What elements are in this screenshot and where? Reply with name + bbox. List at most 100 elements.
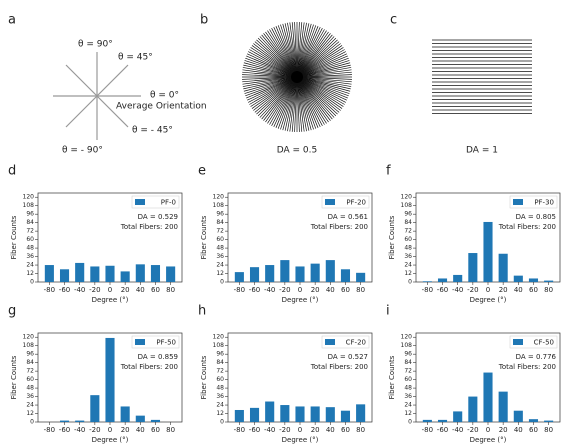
x-tick-label: -40: [452, 426, 463, 434]
bar: [325, 260, 335, 282]
y-tick-label: 72: [216, 368, 224, 375]
y-tick-label: 24: [26, 262, 34, 269]
y-tick-label: 36: [216, 393, 224, 400]
x-tick-label: -80: [234, 286, 245, 294]
bar: [234, 272, 244, 282]
y-tick-label: 24: [404, 402, 412, 409]
y-tick-label: 0: [408, 419, 412, 426]
bar: [265, 401, 275, 422]
x-tick-label: -40: [264, 426, 275, 434]
bar: [150, 419, 161, 422]
panel-label: b: [200, 13, 208, 28]
panel-label: f: [386, 164, 391, 179]
bar: [234, 409, 244, 422]
x-tick-label: -40: [264, 286, 275, 294]
x-tick-label: 60: [151, 426, 160, 434]
x-tick-label: -80: [422, 286, 433, 294]
bar: [59, 269, 70, 282]
x-axis-label: Degree (°): [282, 296, 319, 304]
x-tick-label: 80: [166, 426, 175, 434]
legend-swatch: [325, 339, 335, 345]
bar: [135, 264, 145, 282]
bar: [544, 420, 554, 422]
annotation: DA = 0.529: [138, 213, 178, 221]
y-tick-label: 36: [26, 253, 34, 260]
bar: [166, 266, 176, 282]
x-tick-label: -40: [74, 286, 85, 294]
y-tick-label: 36: [26, 393, 34, 400]
x-tick-label: 20: [121, 286, 130, 294]
bar: [135, 415, 145, 422]
y-tick-label: 108: [213, 342, 225, 349]
x-tick-label: 60: [529, 426, 538, 434]
bar: [468, 253, 478, 282]
panel-label: i: [386, 304, 390, 319]
angle-label: θ = - 45°: [132, 126, 173, 136]
legend-label: PF-30: [534, 199, 554, 207]
x-tick-label: -80: [44, 426, 55, 434]
x-tick-label: 40: [514, 426, 523, 434]
x-tick-label: -20: [279, 426, 290, 434]
y-tick-label: 12: [216, 270, 224, 277]
legend-label: PF-50: [156, 339, 176, 347]
bar: [44, 265, 54, 282]
bar: [498, 391, 508, 422]
y-tick-label: 84: [404, 219, 412, 226]
x-tick-label: -80: [44, 286, 55, 294]
y-tick-label: 0: [408, 279, 412, 286]
x-tick-label: -40: [452, 286, 463, 294]
y-axis-label: Fiber Counts: [200, 355, 208, 399]
x-tick-label: -20: [279, 286, 290, 294]
y-tick-label: 12: [216, 410, 224, 417]
annotation: DA = 0.561: [328, 213, 368, 221]
caption: DA = 1: [466, 146, 498, 156]
x-axis-label: Degree (°): [92, 436, 129, 444]
x-tick-label: 80: [356, 426, 365, 434]
angle-label: θ = 90°: [78, 40, 113, 50]
orientation-lines: [53, 52, 141, 140]
y-tick-label: 84: [26, 359, 34, 366]
bar: [453, 274, 463, 282]
y-tick-label: 96: [216, 211, 224, 218]
x-tick-label: -60: [59, 426, 70, 434]
y-tick-label: 60: [216, 376, 224, 383]
y-tick-label: 60: [404, 236, 412, 243]
bar: [498, 253, 508, 282]
y-tick-label: 108: [213, 202, 225, 209]
y-tick-label: 48: [404, 385, 412, 392]
y-tick-label: 48: [216, 245, 224, 252]
annotation: Total Fibers: 200: [310, 363, 368, 371]
annotation: Total Fibers: 200: [120, 223, 178, 231]
x-tick-label: 80: [166, 286, 175, 294]
annotation: Total Fibers: 200: [310, 223, 368, 231]
x-tick-label: 40: [326, 286, 335, 294]
y-tick-label: 0: [220, 419, 224, 426]
y-tick-label: 12: [404, 410, 412, 417]
annotation: DA = 0.859: [138, 353, 178, 361]
legend-label: CF-20: [346, 339, 366, 347]
angle-label: θ = 0°: [150, 91, 179, 101]
y-tick-label: 84: [216, 219, 224, 226]
legend-swatch: [513, 199, 523, 205]
bar: [280, 405, 290, 422]
y-tick-label: 24: [216, 402, 224, 409]
annotation: Total Fibers: 200: [120, 363, 178, 371]
legend-swatch: [135, 199, 145, 205]
y-tick-label: 84: [26, 219, 34, 226]
x-axis-label: Degree (°): [92, 296, 129, 304]
x-tick-label: -60: [249, 426, 260, 434]
bar: [75, 420, 85, 422]
panel-label: d: [8, 164, 16, 179]
y-tick-label: 48: [404, 245, 412, 252]
x-tick-label: 20: [499, 286, 508, 294]
star-center: [291, 71, 303, 83]
y-tick-label: 12: [26, 270, 34, 277]
x-tick-label: -20: [89, 426, 100, 434]
y-tick-label: 60: [404, 376, 412, 383]
y-tick-label: 72: [404, 368, 412, 375]
y-axis-label: Fiber Counts: [10, 215, 18, 259]
x-axis-label: Degree (°): [282, 436, 319, 444]
y-tick-label: 0: [220, 279, 224, 286]
y-tick-label: 24: [216, 262, 224, 269]
bar: [120, 406, 130, 422]
